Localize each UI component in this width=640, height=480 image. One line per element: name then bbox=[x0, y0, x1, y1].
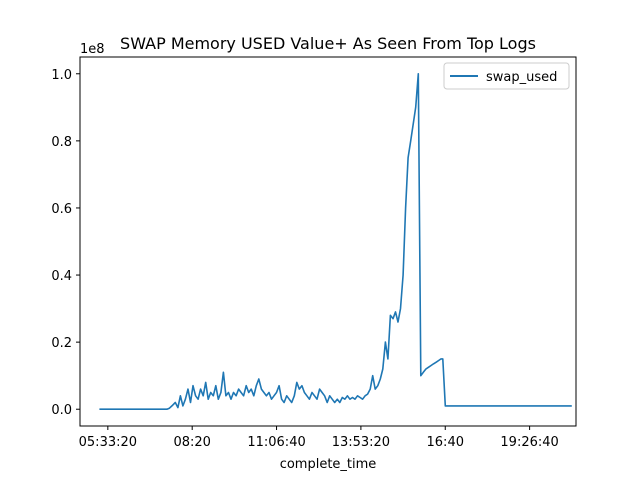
y-offset-label: 1e8 bbox=[80, 42, 105, 57]
legend-entry: swap_used bbox=[486, 70, 557, 85]
plot-area: 0.0 0.2 0.4 0.6 0.8 1.0 05:33:20 08:20 11:06:40 1… bbox=[51, 56, 577, 450]
axes-frame bbox=[79, 56, 577, 427]
y-tick-label: 0.2 bbox=[51, 336, 72, 351]
x-tick-label: 05:33:20 bbox=[79, 435, 137, 450]
y-tick-label: 0.0 bbox=[51, 403, 72, 418]
x-tick-label: 13:53:20 bbox=[332, 435, 390, 450]
y-tick-label: 1.0 bbox=[51, 68, 72, 83]
legend-box bbox=[443, 62, 570, 90]
x-tick-label: 08:20 bbox=[173, 435, 210, 450]
x-axis-label: complete_time bbox=[280, 457, 377, 472]
x-tick-label: 19:26:40 bbox=[500, 435, 558, 450]
chart-title: SWAP Memory USED Value+ As Seen From Top… bbox=[120, 34, 536, 53]
y-tick-label: 0.6 bbox=[51, 202, 72, 217]
x-tick-label: 11:06:40 bbox=[247, 435, 305, 450]
series-line-swap-used bbox=[99, 73, 572, 411]
y-tick-label: 0.8 bbox=[51, 135, 72, 150]
y-tick-label: 0.4 bbox=[51, 269, 72, 284]
x-tick-label: 16:40 bbox=[427, 435, 464, 450]
